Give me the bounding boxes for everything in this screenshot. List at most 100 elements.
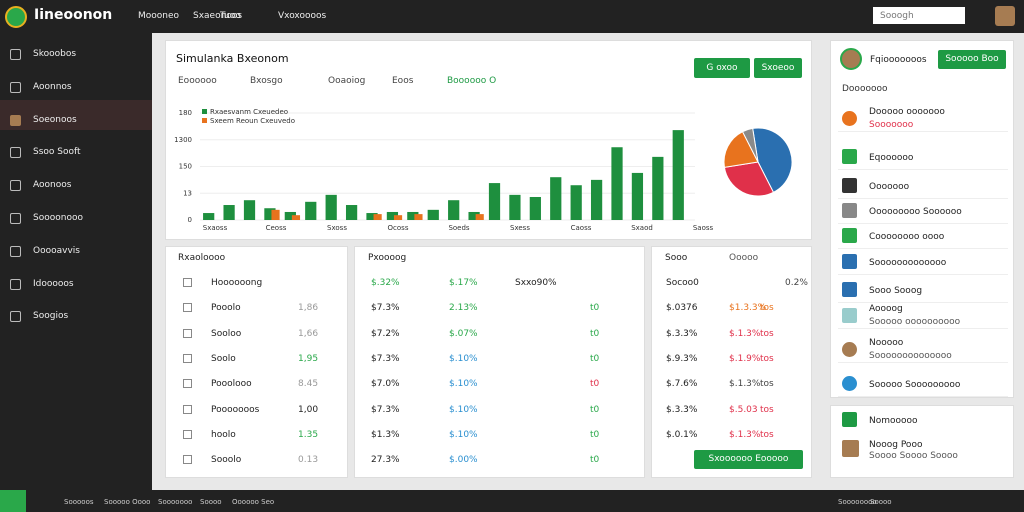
sidebar-item[interactable]: Soooonooo — [33, 213, 83, 223]
list-title[interactable]: Ooooooo — [869, 182, 910, 192]
bar — [475, 214, 484, 220]
list-icon — [842, 111, 857, 126]
sidebar-icon — [10, 81, 21, 93]
cell: $.10% — [449, 429, 478, 440]
status-item[interactable]: Sooooo Oooo — [104, 498, 151, 506]
sidebar-item[interactable]: Ssoo Sooft — [33, 147, 81, 158]
cell: $.7.6% — [666, 379, 698, 390]
cell: $.1.3% — [729, 429, 761, 440]
checkbox[interactable] — [183, 379, 192, 389]
left-table — [165, 246, 348, 478]
table-title: Pxoooog — [368, 253, 407, 263]
bar — [570, 185, 582, 220]
bar — [264, 208, 276, 220]
x-tick-label: Caoss — [571, 224, 592, 232]
nav-item[interactable]: Sxaeonoos — [193, 11, 243, 21]
cell: t0 — [590, 429, 600, 440]
nav-item[interactable]: Tuoo — [220, 11, 241, 21]
checkbox[interactable] — [183, 455, 192, 465]
button[interactable]: G oxoo — [694, 58, 750, 78]
bar — [366, 213, 378, 220]
pie-slice — [723, 161, 775, 197]
cell: $7.0% — [371, 379, 400, 390]
cell: tos — [760, 328, 774, 339]
bar — [529, 196, 541, 220]
list-sub: Sooooooo — [869, 120, 914, 130]
bar — [590, 179, 603, 220]
divider — [838, 223, 1008, 224]
sidebar-item[interactable]: Aoonoos — [33, 180, 72, 191]
y-tick-label: 0 — [188, 216, 192, 224]
status-item[interactable]: Soooo — [870, 498, 892, 506]
bar — [407, 211, 419, 220]
filter[interactable]: Boooooo O — [447, 76, 497, 86]
cell: t0 — [590, 353, 600, 364]
avatar[interactable] — [995, 6, 1015, 26]
cell: $7.3% — [371, 303, 400, 314]
bar — [611, 147, 623, 220]
table-subtitle: Ooooo — [729, 253, 759, 263]
section-label: Dooooooo — [842, 84, 888, 94]
list-title[interactable]: Sooo Sooog — [869, 286, 923, 296]
status-item[interactable]: Soooo — [200, 498, 222, 506]
list-title[interactable]: Sooooo Sooooooooo — [869, 380, 961, 390]
panel-title: Simulanka Bxeonom — [176, 52, 289, 65]
sidebar-item[interactable]: Ooooavvis — [33, 245, 80, 256]
cell: $1.3% — [371, 429, 400, 440]
sidebar-item[interactable]: Soeonoos — [33, 114, 77, 125]
legend-swatch — [202, 118, 207, 123]
button[interactable]: Sxoeoo — [754, 58, 802, 78]
sidebar-item[interactable]: Soogios — [33, 311, 69, 322]
brand: Iineoonon — [34, 7, 113, 23]
button[interactable]: Sxoooooo Eooooo — [694, 450, 803, 469]
checkbox[interactable] — [183, 278, 192, 287]
cell: t0 — [590, 328, 600, 339]
filter[interactable]: Eoooooo — [178, 76, 217, 86]
right-table — [651, 246, 812, 478]
checkbox[interactable] — [183, 303, 192, 313]
filter[interactable]: Eoos — [392, 76, 414, 86]
list-title[interactable]: Nooooo — [869, 338, 904, 348]
list-sub: Soooooooooooooo — [869, 351, 952, 361]
x-tick-label: Sxoss — [327, 224, 347, 232]
bar — [509, 194, 521, 220]
nav-item[interactable]: Vxoxoooos — [278, 11, 327, 21]
filter[interactable]: Bxosgo — [250, 76, 283, 86]
cell: $.0.1% — [666, 429, 698, 440]
row-label: hoolo — [211, 429, 236, 440]
y-tick-label: 180 — [179, 109, 192, 117]
checkbox[interactable] — [183, 404, 192, 414]
filter[interactable]: Ooaoiog — [328, 76, 366, 86]
bar — [414, 214, 423, 220]
list-title[interactable]: Aoooog — [869, 304, 903, 314]
divider — [838, 362, 1008, 363]
sidebar-item[interactable]: Idooooos — [33, 278, 74, 289]
button[interactable]: Sooooo Boo — [938, 50, 1006, 69]
status-item[interactable]: Oooooo Seo — [232, 498, 275, 506]
nav-item[interactable]: Moooneo — [138, 11, 180, 21]
cell: $.10% — [449, 404, 478, 415]
contact-card — [830, 405, 1014, 478]
sidebar-item[interactable]: Aoonnos — [33, 81, 72, 92]
row-value: 1,95 — [298, 353, 319, 364]
table-title: Sooo — [665, 253, 688, 263]
status-item[interactable]: Soooooooo — [838, 498, 877, 506]
legend-label: Rxaesvanm Cxeuedeo — [210, 108, 288, 116]
list-title[interactable]: Dooooo ooooooo — [869, 107, 945, 117]
list-title[interactable]: Eqoooooo — [869, 153, 914, 163]
cell: $.32% — [371, 278, 400, 288]
checkbox[interactable] — [183, 429, 192, 439]
cell: $.1.3% — [729, 328, 761, 339]
status-item[interactable]: Sooooooo — [158, 498, 193, 506]
card-icon — [842, 412, 857, 427]
cell: $7.3% — [371, 404, 400, 415]
checkbox[interactable] — [183, 328, 192, 338]
bar — [550, 177, 562, 220]
list-title[interactable]: Coooooooo oooo — [869, 232, 945, 242]
sidebar-item[interactable]: Skooobos — [33, 49, 77, 59]
list-title[interactable]: Ooooooooo Soooooo — [869, 207, 962, 217]
status-item[interactable]: Sooooos — [64, 498, 94, 506]
list-title[interactable]: Sooooooooooooo — [869, 258, 947, 268]
search-box[interactable] — [873, 7, 965, 24]
checkbox[interactable] — [183, 353, 192, 363]
